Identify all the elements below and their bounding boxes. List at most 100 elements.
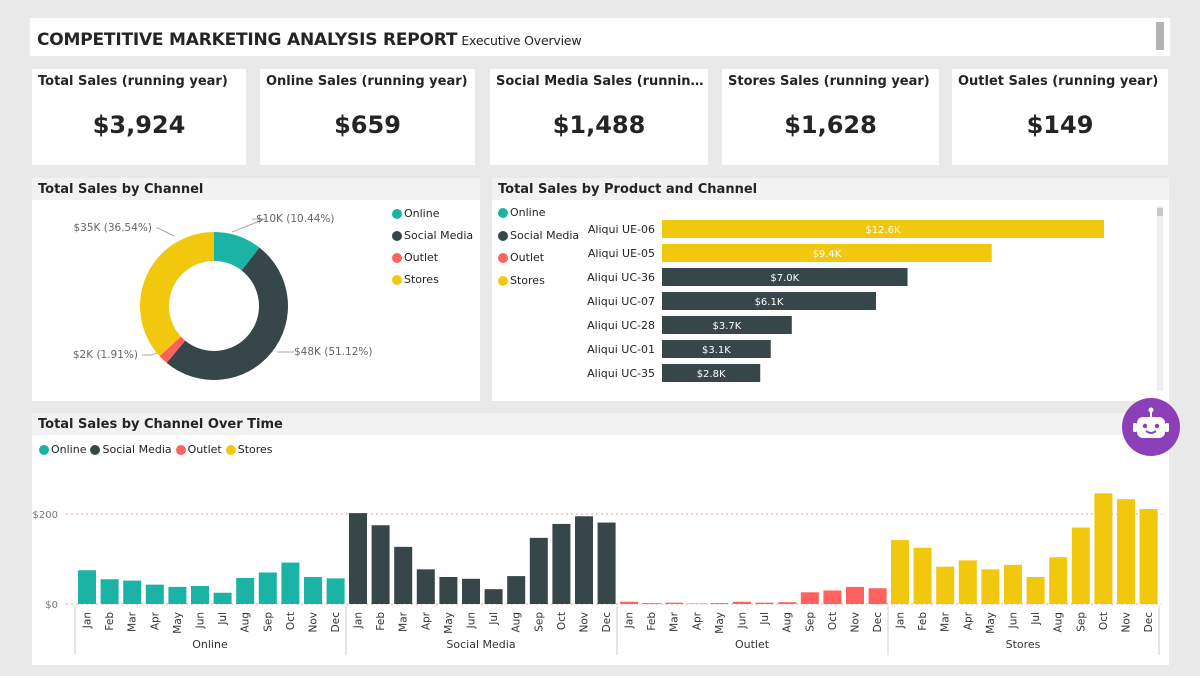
donut-data-label: $10K (10.44%) — [256, 213, 335, 225]
time-bar-stores — [1094, 493, 1113, 604]
legend-stores[interactable]: Stores — [498, 274, 545, 287]
time-bar-stores — [913, 547, 932, 604]
kpi-label: Total Sales (running year) — [38, 74, 228, 89]
month-tick-label: Sep — [804, 612, 816, 632]
month-tick-label: Mar — [127, 611, 139, 631]
time-bar-online — [100, 579, 119, 604]
kpi-card-outlet-sales[interactable]: Outlet Sales (running year) $149 — [952, 69, 1168, 165]
product-bar-value-label: $9.4K — [812, 249, 841, 260]
donut-data-label: $35K (36.54%) — [74, 222, 153, 234]
kpi-card-stores-sales[interactable]: Stores Sales (running year) $1,628 — [722, 69, 939, 165]
product-bar — [662, 268, 908, 286]
time-bar-online — [258, 572, 277, 604]
month-tick-label: Mar — [940, 611, 952, 631]
legend-online[interactable]: Online — [498, 206, 545, 219]
month-tick-label: Feb — [375, 612, 387, 631]
legend-stores-marker — [392, 274, 402, 285]
legend-social-media[interactable]: Social Media — [392, 229, 473, 242]
product-bar-chart-panel[interactable]: Total Sales by Product and Channel Onlin… — [492, 178, 1169, 401]
time-bar-social-media — [349, 513, 367, 604]
time-bar-outlet — [733, 601, 751, 604]
title-scrollbar[interactable] — [1156, 22, 1164, 50]
kpi-label: Online Sales (running year) — [266, 74, 468, 89]
month-tick-label: Oct — [556, 612, 568, 630]
product-bar-chart[interactable]: Aliqui UE-06 $12.6K Aliqui UE-05 $9.4K Aliqu… — [492, 200, 1152, 401]
month-tick-label: Aug — [782, 612, 794, 633]
time-bar-social-media — [529, 537, 548, 604]
donut-slice-online — [214, 232, 260, 271]
legend-stores[interactable]: Stores — [225, 443, 273, 456]
month-tick-label: Jan — [624, 612, 636, 629]
time-series-header — [32, 413, 1169, 435]
legend-stores-label: Stores — [404, 273, 439, 286]
month-tick-label: Jul — [488, 612, 500, 626]
legend-social-media[interactable]: Social Media — [90, 443, 172, 456]
product-category-label: Aliqui UC-07 — [587, 295, 655, 308]
month-tick-label: Jun — [466, 612, 478, 629]
product-bar — [662, 244, 992, 262]
product-chart-scrollbar[interactable] — [1157, 206, 1163, 391]
donut-data-label: $2K (1.91%) — [73, 349, 138, 361]
month-tick-label: Jul — [1030, 612, 1042, 626]
legend-online[interactable]: Online — [392, 207, 439, 220]
time-series-panel[interactable]: Total Sales by Channel Over Time Online … — [32, 413, 1169, 665]
donut-slice-stores — [139, 232, 214, 357]
kpi-label: Stores Sales (running year) — [728, 74, 930, 89]
y-tick-label: $200 — [33, 510, 58, 521]
time-bar-social-media — [416, 569, 435, 604]
month-tick-label: Jul — [759, 612, 771, 626]
kpi-card-online-sales[interactable]: Online Sales (running year) $659 — [260, 69, 475, 165]
product-bar — [662, 364, 761, 382]
legend-outlet[interactable]: Outlet — [175, 443, 222, 456]
kpi-value: $1,628 — [784, 111, 877, 139]
time-bar-online — [191, 586, 209, 604]
month-tick-label: Feb — [646, 612, 658, 631]
time-bar-online — [145, 584, 164, 604]
donut-chart[interactable]: $10K (10.44%) $48K (51.12%) $2K (1.91%) $35… — [32, 200, 480, 401]
time-bar-online — [326, 578, 345, 604]
time-bar-online — [236, 577, 255, 604]
legend-stores-label: Stores — [237, 443, 273, 456]
time-bar-stores — [891, 540, 909, 604]
product-bar — [662, 292, 876, 310]
time-bar-social-media — [462, 578, 480, 604]
product-category-label: Aliqui UC-01 — [587, 343, 655, 356]
legend-outlet[interactable]: Outlet — [498, 251, 544, 264]
legend-online-marker — [39, 444, 49, 455]
legend-outlet[interactable]: Outlet — [392, 251, 438, 264]
donut-chart-title: Total Sales by Channel — [38, 182, 204, 197]
report-title-bar: COMPETITIVE MARKETING ANALYSIS REPORT Exe… — [30, 18, 1170, 56]
month-tick-label: Sep — [533, 612, 545, 632]
product-chart-scrollbar-thumb[interactable] — [1157, 208, 1163, 216]
kpi-card-social-media-sales[interactable]: Social Media Sales (running y... $1,488 — [490, 69, 708, 165]
product-category-label: Aliqui UE-05 — [588, 247, 655, 260]
channel-group-label: Stores — [1006, 638, 1041, 651]
legend-social-media-marker — [90, 444, 101, 455]
legend-stores[interactable]: Stores — [392, 273, 439, 286]
time-bar-outlet — [823, 590, 842, 604]
legend-online-marker — [498, 207, 508, 218]
product-bar-value-label: $2.8K — [697, 369, 726, 380]
legend-outlet-marker — [175, 444, 186, 455]
legend-online-marker — [392, 208, 402, 219]
product-category-label: Aliqui UC-28 — [587, 319, 655, 332]
month-tick-label: Nov — [850, 612, 862, 633]
channel-group-label: Online — [192, 638, 228, 651]
time-series-chart[interactable]: $200 $0 Jan Feb Mar Apr May Jun Jul Aug Sep Oct Nov D… — [32, 413, 1169, 665]
time-bar-social-media — [597, 522, 616, 604]
time-series-legend: Online Social Media Outlet Stores — [39, 443, 277, 456]
product-bar-value-label: $3.1K — [702, 345, 731, 356]
kpi-card-total-sales[interactable]: Total Sales (running year) $3,924 — [32, 69, 246, 165]
chatbot-button[interactable] — [1122, 398, 1180, 456]
month-tick-label: Dec — [330, 612, 342, 633]
time-series-title: Total Sales by Channel Over Time — [38, 417, 283, 432]
month-tick-label: Dec — [1143, 612, 1155, 633]
time-bar-outlet — [710, 603, 729, 604]
legend-social-media[interactable]: Social Media — [498, 229, 579, 242]
legend-social-media-label: Social Media — [102, 443, 172, 456]
month-tick-label: Dec — [872, 612, 884, 633]
legend-online[interactable]: Online — [39, 443, 86, 456]
donut-chart-panel[interactable]: Total Sales by Channel $10K (10.44%) $48K… — [32, 178, 480, 401]
month-tick-label: Feb — [104, 612, 116, 631]
time-bar-online — [78, 570, 96, 604]
